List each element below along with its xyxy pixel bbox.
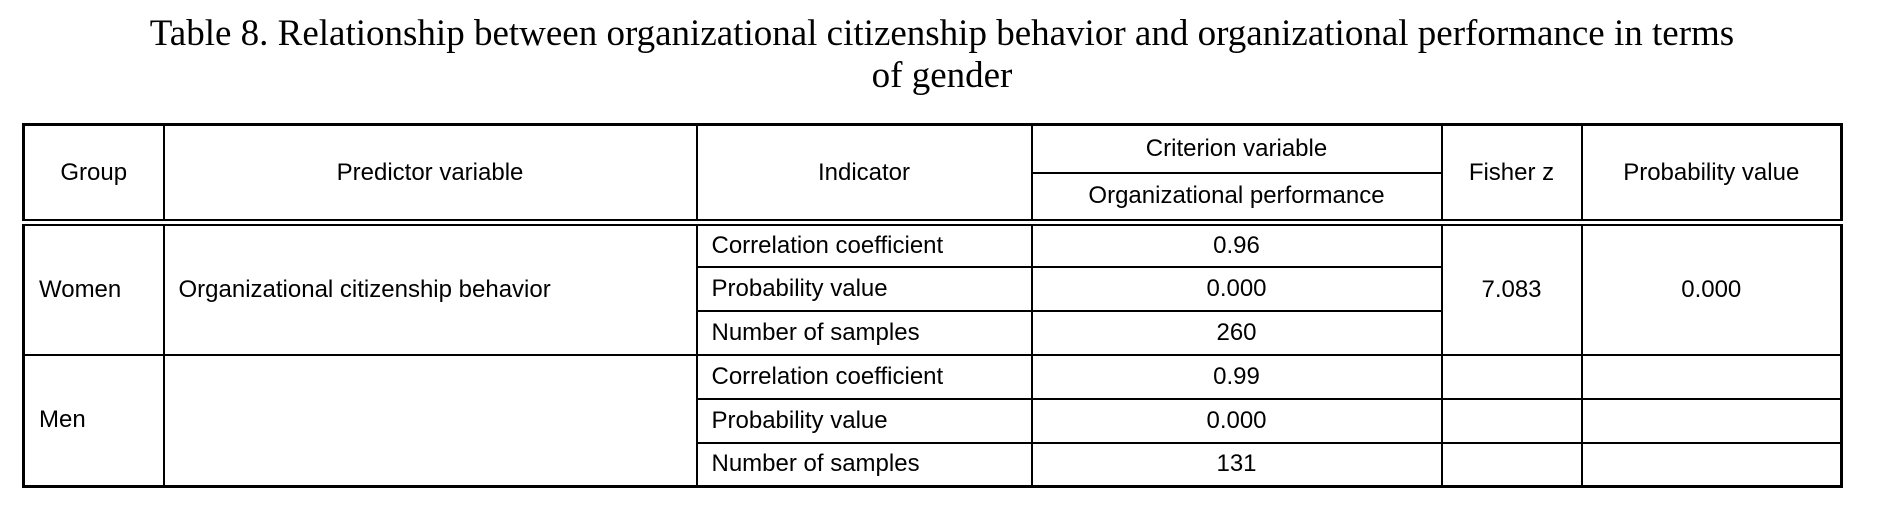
header-fisher-z: Fisher z [1440,123,1583,226]
cell-value-men-probability: 0.000 [1030,397,1443,444]
cell-value-men-correlation: 0.99 [1030,353,1443,400]
cell-value-women-correlation: 0.96 [1030,221,1443,268]
cell-indicator-men-samples: Number of samples [695,441,1033,488]
header-group: Group [22,123,165,226]
row-women-probability: Probability value 0.000 [24,265,1842,312]
row-women-samples: Number of samples 260 [24,309,1842,356]
cell-fisher-z-men-empty-1 [1440,353,1583,400]
cell-predictor-women: Organizational citizenship behavior [162,221,698,356]
header-predictor-variable: Predictor variable [162,123,698,226]
cell-value-women-samples: 260 [1030,309,1443,356]
cell-value-women-probability: 0.000 [1030,265,1443,312]
cell-probability-women: 0.000 [1580,221,1843,356]
cell-probability-men-empty-3 [1580,441,1843,488]
cell-group-women: Women [22,221,165,356]
header-criterion-variable: Criterion variable [1030,123,1443,174]
table-caption-line2: of gender [871,55,1013,96]
header-indicator: Indicator [695,123,1033,226]
cell-indicator-women-samples: Number of samples [695,309,1033,356]
cell-probability-men-empty-2 [1580,397,1843,444]
header-organizational-performance: Organizational performance [1030,171,1443,226]
cell-indicator-men-correlation: Correlation coefficient [695,353,1033,400]
header-probability-value: Probability value [1580,123,1843,226]
row-women-correlation: Women Organizational citizenship behavio… [22,221,1843,356]
header-row-2: Organizational performance [24,171,1842,226]
cell-indicator-women-probability: Probability value [695,265,1033,312]
cell-value-men-samples: 131 [1030,441,1443,488]
cell-probability-men-empty-1 [1580,353,1843,400]
cell-fisher-z-women: 7.083 [1440,221,1583,356]
table-caption: Table 8. Relationship between organizati… [0,0,1884,97]
cell-predictor-men-empty [162,353,698,488]
cell-indicator-men-probability: Probability value [695,397,1033,444]
cell-fisher-z-men-empty-2 [1440,397,1583,444]
row-men-samples: Number of samples 131 [24,441,1843,488]
row-men-probability: Probability value 0.000 [24,397,1843,444]
cell-group-men: Men [22,353,165,488]
header-row-1: Group Predictor variable Indicator Crite… [22,123,1843,226]
cell-fisher-z-men-empty-3 [1440,441,1583,488]
row-men-correlation: Men Correlation coefficient 0.99 [22,353,1843,488]
results-table: Group Predictor variable Indicator Crite… [22,123,1843,488]
cell-indicator-women-correlation: Correlation coefficient [695,221,1033,268]
table-caption-line1: Table 8. Relationship between organizati… [149,13,1735,54]
